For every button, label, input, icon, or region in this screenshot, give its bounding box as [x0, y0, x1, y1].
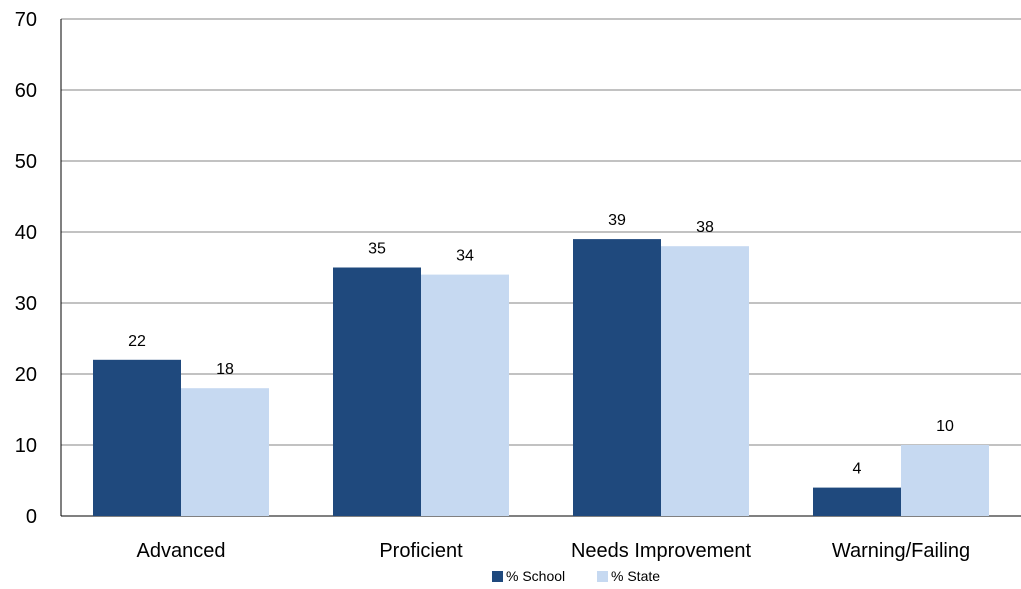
bar-school-proficient — [333, 267, 421, 516]
data-label: 18 — [216, 361, 234, 378]
legend-swatch-state — [597, 571, 608, 582]
data-label: 38 — [696, 219, 714, 236]
y-tick-label: 60 — [15, 80, 37, 102]
y-tick-label: 40 — [15, 222, 37, 244]
legend-swatch-school — [492, 571, 503, 582]
data-label: 39 — [608, 212, 626, 229]
data-label: 10 — [936, 418, 954, 435]
legend-label-school: % School — [506, 568, 565, 584]
y-tick-label: 20 — [15, 364, 37, 386]
y-tick-label: 0 — [26, 506, 37, 528]
bar-state-needs-improvement — [661, 246, 749, 516]
x-category-label: Advanced — [137, 540, 226, 562]
data-label: 22 — [128, 333, 146, 350]
bar-school-warning-failing — [813, 487, 901, 516]
legend: % School % State — [492, 568, 660, 584]
bar-state-proficient — [421, 274, 509, 516]
bars — [93, 239, 989, 516]
legend-label-state: % State — [611, 568, 660, 584]
data-label: 34 — [456, 248, 474, 265]
y-tick-label: 70 — [15, 9, 37, 31]
data-labels: 22 18 35 34 39 38 4 10 — [128, 212, 954, 478]
data-label: 4 — [853, 461, 862, 478]
gridlines — [61, 18, 1021, 446]
x-axis-category-labels: Advanced Proficient Needs Improvement Warni… — [137, 540, 971, 562]
y-tick-label: 10 — [15, 435, 37, 457]
x-category-label: Warning/Failing — [832, 540, 970, 562]
x-category-label: Proficient — [379, 540, 463, 562]
y-tick-label: 50 — [15, 151, 37, 173]
bar-school-advanced — [93, 359, 181, 516]
bar-school-needs-improvement — [573, 239, 661, 516]
x-category-label: Needs Improvement — [571, 540, 752, 562]
data-label: 35 — [368, 241, 386, 258]
bar-state-advanced — [181, 388, 269, 516]
bar-state-warning-failing — [901, 445, 989, 516]
y-axis-tick-labels: 0 10 20 30 40 50 60 70 — [15, 9, 37, 528]
y-tick-label: 30 — [15, 293, 37, 315]
